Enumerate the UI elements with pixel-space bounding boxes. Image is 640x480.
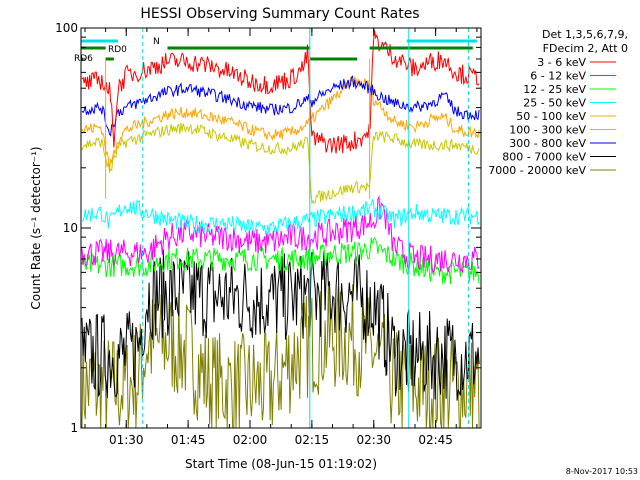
legend-label-6: 300 - 800 keV bbox=[509, 137, 586, 150]
series-line-2 bbox=[81, 237, 480, 285]
x-axis-label: Start Time (08-Jun-15 01:19:02) bbox=[185, 457, 377, 471]
series-line-8 bbox=[81, 284, 480, 429]
legend-label-2: 12 - 25 keV bbox=[523, 83, 586, 96]
footer-timestamp: 8-Nov-2017 10:53 bbox=[566, 467, 638, 476]
x-tick-label-0: 01:30 bbox=[109, 433, 144, 447]
series-line-6 bbox=[81, 75, 480, 137]
x-tick-label-4: 02:30 bbox=[356, 433, 391, 447]
x-tick-label-1: 01:45 bbox=[171, 433, 206, 447]
series-layer bbox=[81, 30, 480, 429]
legend-label-0: 3 - 6 keV bbox=[537, 56, 586, 69]
series-line-4 bbox=[81, 76, 480, 171]
series-line-7 bbox=[81, 249, 480, 401]
legend-label-5: 100 - 300 keV bbox=[509, 124, 586, 137]
legend-label-4: 50 - 100 keV bbox=[516, 110, 586, 123]
y-axis-label: Count Rate (s⁻¹ detector⁻¹) bbox=[29, 146, 43, 309]
y-tick-label-2: 100 bbox=[55, 21, 78, 35]
flag-label-0: RD0 bbox=[108, 45, 127, 55]
legend-label-3: 25 - 50 keV bbox=[523, 97, 586, 110]
axes-layer: 01:30 01:45 02:00 02:15 02:30 02:45 1 10 100 bbox=[55, 21, 481, 447]
series-line-0 bbox=[81, 30, 480, 154]
y-tick-label-0: 1 bbox=[70, 421, 78, 435]
flag-label-2: N bbox=[153, 37, 160, 47]
info-line-detectors: Det 1,3,5,6,7,9, bbox=[542, 28, 628, 41]
chart-title: HESSI Observing Summary Count Rates bbox=[140, 6, 419, 22]
x-tick-label-3: 02:15 bbox=[295, 433, 330, 447]
legend-label-7: 800 - 7000 keV bbox=[502, 151, 586, 164]
legend-label-8: 7000 - 20000 keV bbox=[488, 164, 586, 177]
legend-label-1: 6 - 12 keV bbox=[530, 70, 586, 83]
info-line-fdecim: FDecim 2, Att 0 bbox=[543, 42, 628, 55]
series-line-5 bbox=[81, 122, 480, 206]
y-tick-label-1: 10 bbox=[63, 221, 78, 235]
series-line-1 bbox=[81, 195, 480, 274]
x-tick-label-5: 02:45 bbox=[418, 433, 453, 447]
legend: Det 1,3,5,6,7,9, FDecim 2, Att 0 3 - 6 k… bbox=[488, 28, 628, 177]
x-tick-label-2: 02:00 bbox=[233, 433, 268, 447]
markers-layer bbox=[105, 28, 470, 428]
series-line-3 bbox=[81, 198, 480, 236]
plot-frame bbox=[80, 27, 482, 429]
